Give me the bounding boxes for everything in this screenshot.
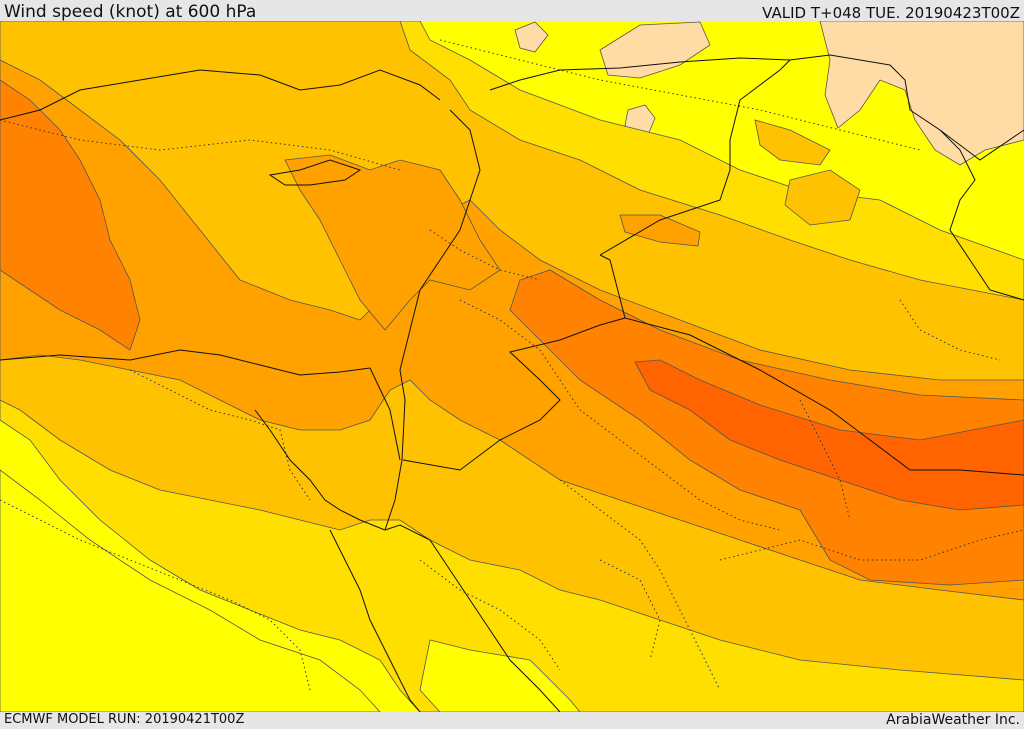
band-orange-c [284,154,501,331]
band-yellow-sw [0,469,381,712]
band-tan-n [599,21,711,79]
band-tan-ne [819,21,1024,166]
band-amber-e1 [784,169,861,226]
header-bar: Wind speed (knot) at 600 hPa VALID T+048… [0,0,1024,22]
band-orange-small [619,214,701,247]
wind-speed-map[interactable] [0,21,1024,712]
credit: ArabiaWeather Inc. [886,712,1020,728]
band-yellow-s [419,639,581,712]
footer-bar: ECMWF MODEL RUN: 20190421T00Z ArabiaWeat… [0,712,1024,729]
map-title: Wind speed (knot) at 600 hPa [4,2,257,22]
province-boundaries [0,39,1024,691]
model-run: ECMWF MODEL RUN: 20190421T00Z [4,712,245,727]
band-deep-orange-w [0,79,141,351]
band-amber-e2 [754,119,831,166]
valid-time: VALID T+048 TUE. 20190423T00Z [762,4,1020,22]
band-red-core [634,359,1024,511]
band-tan-nb [514,21,549,53]
country-borders [0,54,1024,712]
